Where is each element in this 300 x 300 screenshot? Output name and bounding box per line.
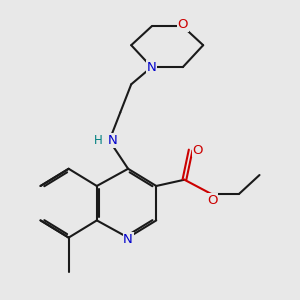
Text: N: N (108, 134, 117, 147)
Text: O: O (192, 143, 203, 157)
Text: N: N (123, 233, 133, 246)
Text: O: O (178, 18, 188, 32)
Text: N: N (147, 61, 156, 74)
Text: H: H (94, 134, 103, 147)
Text: O: O (207, 194, 218, 207)
